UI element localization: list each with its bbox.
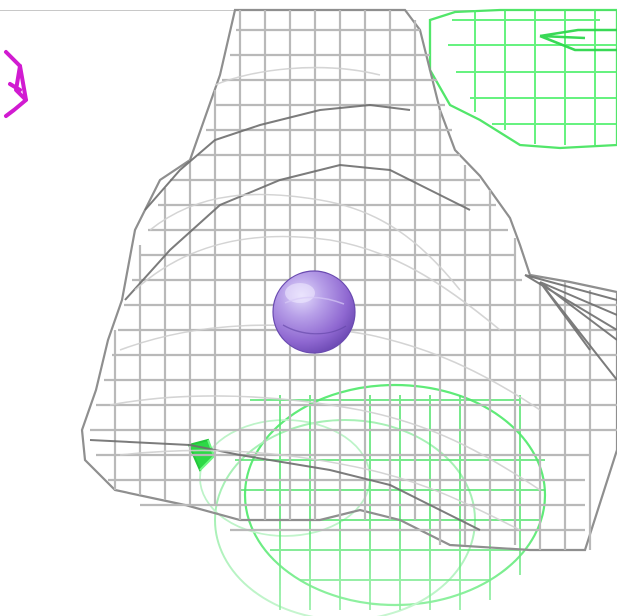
magenta-fragment-icon <box>4 50 28 118</box>
gray-density-mesh-icon <box>80 8 617 552</box>
atom-sphere-icon[interactable] <box>272 270 356 354</box>
green-density-top-icon <box>428 8 617 150</box>
green-density-bottom-icon <box>0 383 617 616</box>
